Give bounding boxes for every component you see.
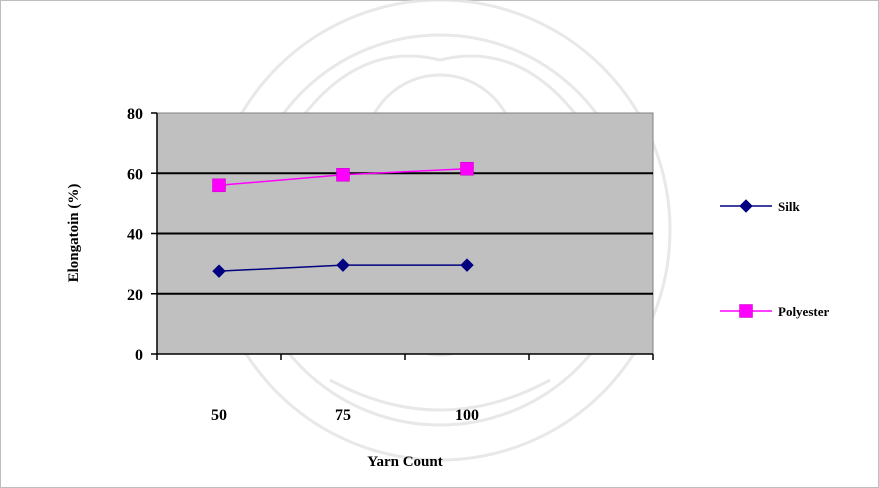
data-point-polyester [460,161,474,176]
x-tick-label: 50 [211,407,227,424]
data-point-polyester [212,178,226,193]
legend-marker-silk [739,199,753,213]
y-tick-label: 0 [135,347,143,364]
legend: Silk Polyester [720,199,829,319]
data-point-silk [336,258,350,272]
y-tick-label: 80 [127,106,143,123]
data-point-silk [460,258,474,272]
x-axis-label: Yarn Count [367,454,442,470]
axes [151,112,654,360]
x-tick-label: 75 [335,407,351,424]
y-tick-label: 40 [127,227,143,244]
series-group [212,161,474,278]
legend-label-silk: Silk [778,199,800,214]
y-axis-label: Elongatoin (%) [66,184,82,283]
data-point-polyester [336,168,350,182]
y-tick-label: 60 [127,166,143,183]
data-point-silk [212,264,226,278]
y-tick-label: 20 [127,287,143,304]
y-tick-labels: 0 20 40 60 80 [127,106,143,364]
gridlines [157,172,653,295]
x-tick-labels: 50 75 100 [211,407,479,424]
legend-marker-polyester [739,304,753,318]
legend-label-polyester: Polyester [778,304,829,319]
x-tick-label: 100 [455,407,479,424]
